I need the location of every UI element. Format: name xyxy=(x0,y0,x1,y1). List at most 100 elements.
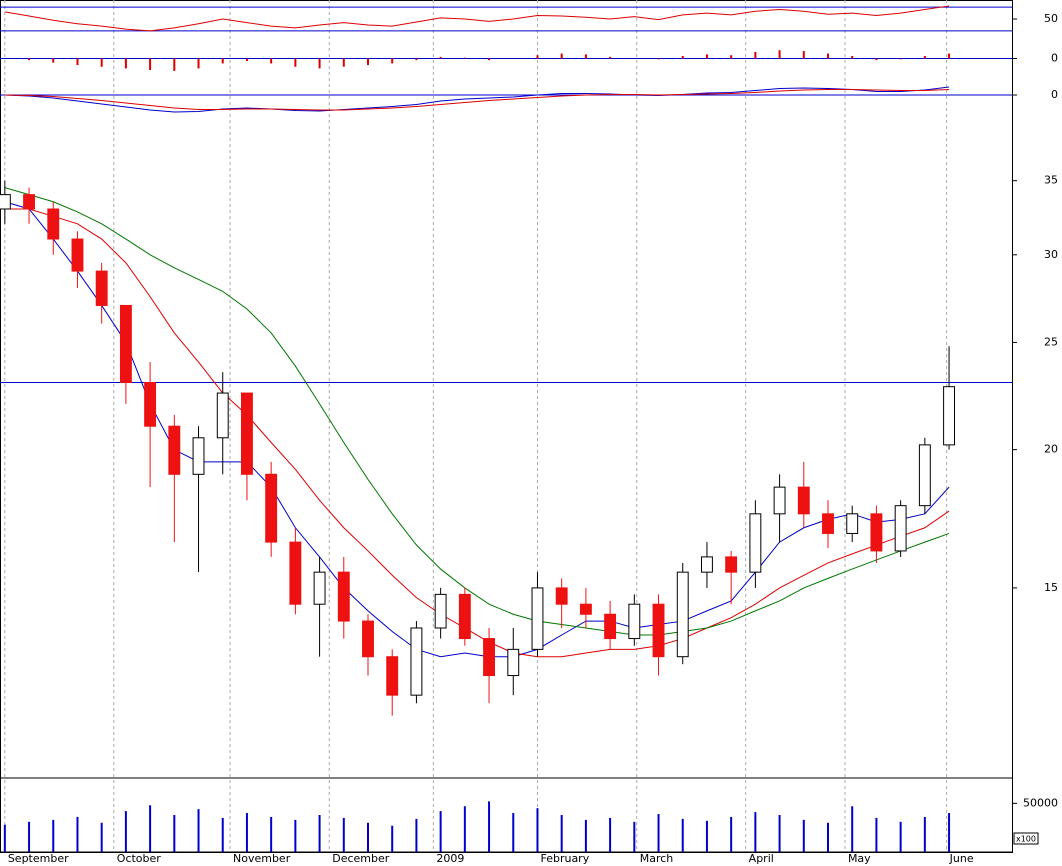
macd-bar xyxy=(923,56,926,59)
candle-body xyxy=(192,437,205,475)
candle-body xyxy=(119,304,132,383)
macd-bar xyxy=(245,58,248,61)
x-tick-label: October xyxy=(117,852,161,865)
candle-body xyxy=(95,270,108,306)
candle-body xyxy=(676,571,689,658)
macd-line xyxy=(4,86,950,113)
x-tick-label: April xyxy=(749,852,774,865)
macd-bar xyxy=(657,58,660,60)
candle-body xyxy=(579,603,592,615)
macd-bar xyxy=(100,58,103,67)
x-tick-label: March xyxy=(640,852,674,865)
candle-body xyxy=(894,505,907,552)
moving-average xyxy=(4,201,950,658)
candle-body xyxy=(725,556,738,573)
candle-body xyxy=(71,238,84,272)
candle-body xyxy=(628,603,641,640)
macd-bar xyxy=(463,57,466,59)
candle-body xyxy=(773,486,786,515)
candle-body xyxy=(507,648,520,677)
macd-bar xyxy=(221,58,224,64)
macd-bar xyxy=(827,53,829,59)
y-tick-label: 50000 xyxy=(1023,796,1058,809)
macd-bar xyxy=(560,53,563,59)
x-tick-label: December xyxy=(332,852,390,865)
y-tick-label: 25 xyxy=(1044,335,1058,348)
candle-body xyxy=(797,486,810,515)
candle-body xyxy=(0,194,11,210)
macd-bar xyxy=(681,56,684,59)
candle-body xyxy=(604,613,617,640)
candle-body xyxy=(47,208,60,240)
candle-body xyxy=(918,444,931,507)
x-tick-label: November xyxy=(233,852,291,865)
macd-bar xyxy=(391,58,394,64)
unit-box xyxy=(1013,832,1039,845)
x-tick-label: June xyxy=(949,852,974,865)
macd-bar xyxy=(52,58,55,63)
candle-body xyxy=(555,587,568,605)
macd-bar xyxy=(584,54,587,59)
macd-bar xyxy=(948,53,951,59)
macd-bar xyxy=(318,58,321,69)
candle-body xyxy=(241,392,253,475)
y-tick-label: 0 xyxy=(1051,52,1058,65)
macd-bar xyxy=(124,58,127,69)
macd-bar xyxy=(730,55,733,59)
y-tick-label: 35 xyxy=(1044,174,1058,187)
macd-bar xyxy=(294,58,297,67)
macd-bar xyxy=(270,58,273,64)
y-tick-label: 20 xyxy=(1044,443,1058,456)
rsi-line xyxy=(4,5,950,32)
macd-bar xyxy=(28,58,31,61)
candle-body xyxy=(386,656,399,696)
candle-body xyxy=(289,541,302,605)
candle-body xyxy=(701,556,713,573)
macd-bar xyxy=(173,58,176,71)
x-tick-label: 2009 xyxy=(436,852,464,865)
volume-unit: x100 xyxy=(1016,835,1036,844)
macd-bar xyxy=(536,55,539,59)
macd-bar xyxy=(899,58,902,60)
y-tick-label: 30 xyxy=(1044,248,1058,261)
candle-body xyxy=(216,392,229,439)
candle-body xyxy=(652,603,665,658)
x-tick-label: February xyxy=(540,852,589,865)
candle-body xyxy=(265,473,278,543)
candle-body xyxy=(458,593,471,640)
macd-bar xyxy=(705,54,708,59)
candle-body xyxy=(168,425,181,475)
macd-bar xyxy=(609,56,612,59)
y-tick-label: 15 xyxy=(1044,581,1058,594)
macd-bar xyxy=(778,50,781,59)
x-tick-label: May xyxy=(848,852,871,865)
moving-average xyxy=(4,187,950,636)
macd-bar xyxy=(197,58,200,69)
macd-bar xyxy=(342,58,345,67)
candle-body xyxy=(749,513,762,573)
y-tick-label: 0 xyxy=(1051,88,1058,101)
candle-body xyxy=(337,571,350,622)
macd-bar xyxy=(76,58,79,66)
candle-body xyxy=(313,571,326,605)
candle-body xyxy=(822,513,834,534)
macd-bar xyxy=(149,58,152,71)
candle-body xyxy=(410,627,423,696)
candle-body xyxy=(362,620,374,658)
candle-body xyxy=(870,513,883,552)
macd-line xyxy=(4,89,950,111)
macd-bar xyxy=(439,56,442,59)
macd-bar xyxy=(802,51,805,59)
macd-bar xyxy=(415,58,418,61)
candle-body xyxy=(943,386,956,446)
candle-body xyxy=(531,587,544,650)
macd-bar xyxy=(875,58,878,61)
candle-body xyxy=(483,638,495,677)
candle-body xyxy=(434,593,447,629)
candle-body xyxy=(23,194,35,210)
x-tick-label: September xyxy=(8,852,69,865)
macd-bar xyxy=(851,56,854,59)
moving-average xyxy=(4,208,950,658)
macd-bar xyxy=(754,51,757,59)
